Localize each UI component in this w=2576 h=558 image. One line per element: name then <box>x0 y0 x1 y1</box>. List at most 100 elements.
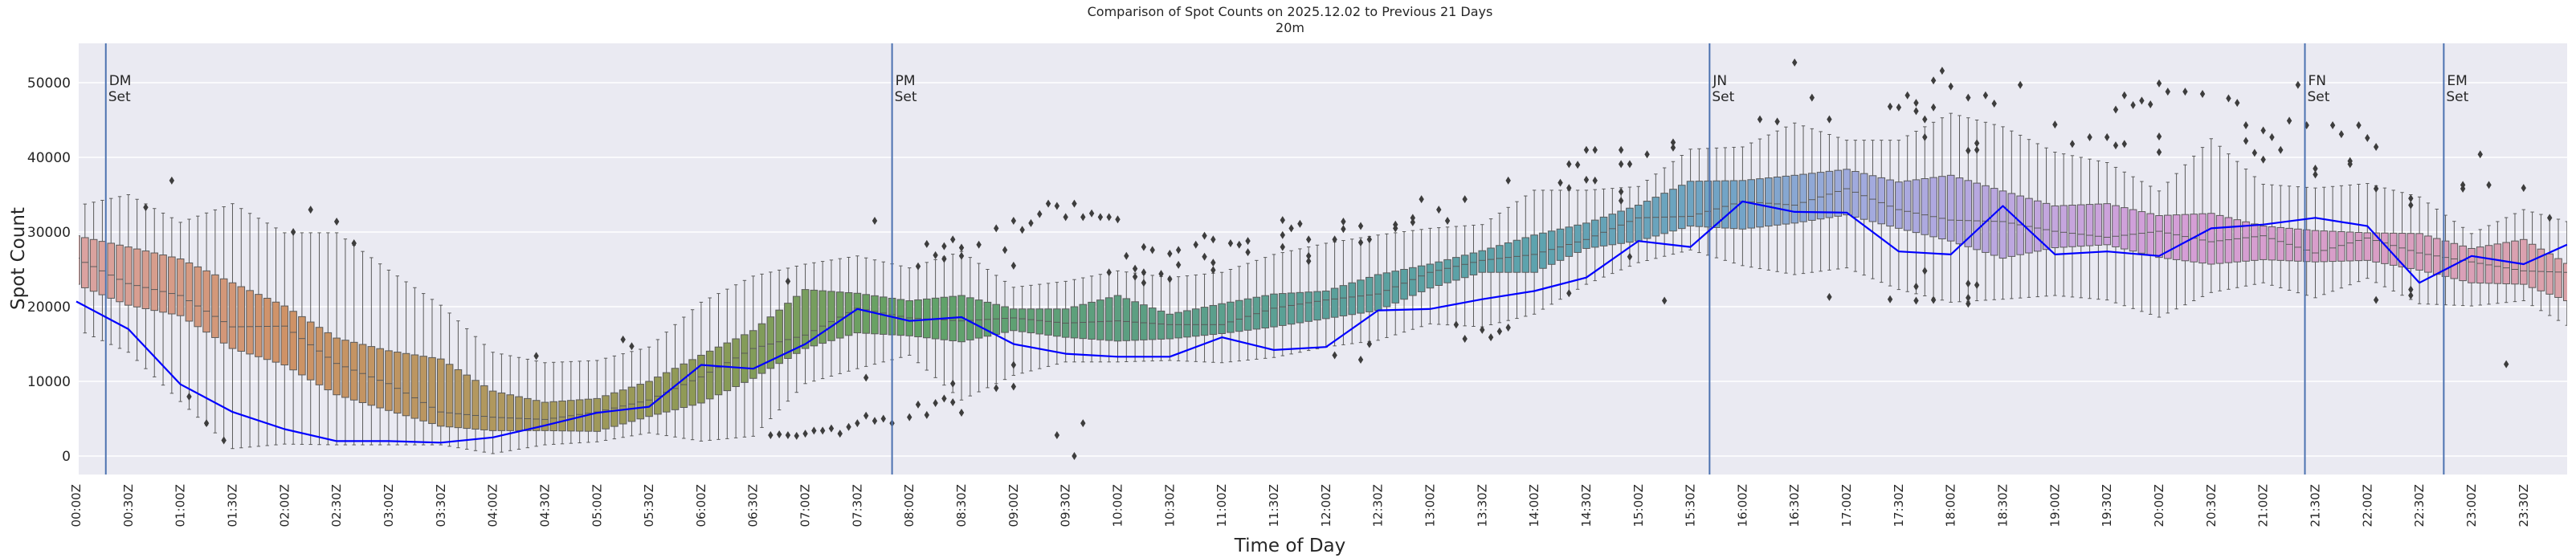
box-166 <box>1513 201 1521 320</box>
outlier-point <box>872 417 878 426</box>
outlier-point <box>2052 120 2058 129</box>
box-113 <box>1053 282 1061 365</box>
box-82 <box>784 267 792 402</box>
box-264 <box>2363 183 2372 279</box>
box-76 <box>732 284 740 438</box>
box-iqr <box>480 385 488 430</box>
outlier-point <box>1141 279 1147 287</box>
box-157 <box>1435 227 1443 325</box>
outlier-point <box>2130 100 2136 109</box>
box-iqr <box>1565 226 1574 257</box>
x-tick-label: 18:00Z <box>1944 484 1958 527</box>
box-277 <box>2476 229 2484 306</box>
outlier-point <box>1930 295 1937 304</box>
outlier-point <box>1115 215 1121 224</box>
outlier-point <box>1037 210 1043 218</box>
outlier-point <box>2347 160 2353 169</box>
outlier-point <box>950 398 956 407</box>
outlier-point <box>1124 251 1129 260</box>
box-iqr <box>541 401 549 431</box>
outlier-point <box>958 409 965 417</box>
box-251 <box>2251 176 2259 285</box>
box-iqr <box>1088 301 1096 340</box>
today-line <box>76 200 2568 444</box>
outlier-point <box>221 436 227 445</box>
outlier-point <box>863 411 869 420</box>
outlier-point <box>143 203 149 212</box>
box-iqr <box>2294 228 2302 262</box>
outlier-point <box>2408 285 2414 294</box>
outlier-point <box>1054 430 1060 439</box>
x-tick-label: 08:00Z <box>902 484 917 527</box>
box-iqr <box>1209 304 1218 336</box>
box-iqr <box>1790 174 1799 224</box>
outlier-point <box>2365 133 2370 142</box>
outlier-point <box>907 413 912 422</box>
box-11 <box>168 217 176 394</box>
box-276 <box>2468 233 2476 307</box>
outlier-point <box>2226 94 2231 103</box>
box-iqr <box>1782 175 1790 225</box>
box-iqr <box>618 389 627 425</box>
outlier-point <box>1670 143 1676 152</box>
outlier-point <box>950 235 956 244</box>
outlier-point <box>1566 184 1572 193</box>
box-159 <box>1452 226 1460 326</box>
box-iqr <box>488 390 497 431</box>
outlier-point <box>1305 257 1312 266</box>
box-iqr <box>2484 245 2493 284</box>
box-iqr <box>549 401 558 432</box>
x-tick-label: 17:30Z <box>1892 484 1906 527</box>
outlier-point <box>2069 140 2076 149</box>
box-iqr <box>1252 296 1261 330</box>
box-110 <box>1027 284 1035 372</box>
box-iqr <box>1721 180 1729 229</box>
box-iqr <box>2120 207 2129 250</box>
box-90 <box>853 255 862 369</box>
box-iqr <box>1599 216 1608 246</box>
box-136 <box>1252 259 1261 360</box>
box-iqr <box>385 350 393 411</box>
box-20 <box>246 213 254 448</box>
box-iqr <box>1695 181 1704 227</box>
box-8 <box>141 203 150 369</box>
box-109 <box>1018 286 1027 374</box>
box-iqr <box>1478 250 1487 273</box>
box-iqr <box>1357 279 1365 314</box>
outlier-point <box>802 430 808 438</box>
box-iqr <box>1096 299 1104 340</box>
box-48 <box>488 352 497 454</box>
box-iqr <box>2060 205 2068 248</box>
box-iqr <box>428 356 436 425</box>
outlier-point <box>1010 217 1017 226</box>
outlier-point <box>2156 132 2162 141</box>
outlier-point <box>924 410 930 419</box>
outlier-point <box>1566 289 1572 298</box>
outlier-point <box>1827 115 1832 124</box>
box-250 <box>2242 169 2250 287</box>
outlier-point <box>1106 213 1112 222</box>
box-iqr <box>2007 193 2016 257</box>
outlier-point <box>1010 382 1017 391</box>
box-iqr <box>1773 176 1782 226</box>
box-29 <box>324 232 333 446</box>
box-iqr <box>636 384 645 420</box>
outlier-point <box>1592 176 1598 185</box>
outlier-point <box>1305 235 1312 244</box>
outlier-point <box>785 277 791 286</box>
box-iqr <box>454 369 463 429</box>
x-tick-label: 02:00Z <box>277 484 292 527</box>
box-79 <box>757 273 766 428</box>
box-iqr <box>680 363 688 409</box>
box-237 <box>2129 176 2137 309</box>
box-254 <box>2276 185 2285 288</box>
outlier-point <box>776 430 782 439</box>
box-iqr <box>333 337 341 396</box>
box-201 <box>1816 131 1825 272</box>
box-52 <box>524 358 532 449</box>
x-tick-label: 09:30Z <box>1059 484 1073 527</box>
box-iqr <box>125 246 133 306</box>
outlier-point <box>811 426 817 435</box>
box-153 <box>1400 231 1408 333</box>
outlier-point <box>1341 217 1346 226</box>
